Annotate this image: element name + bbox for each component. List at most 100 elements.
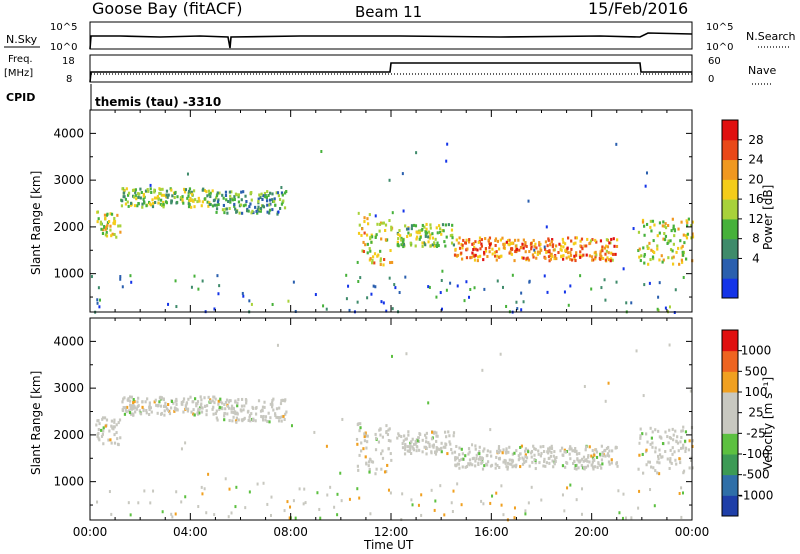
data-cell [100,227,103,231]
data-cell [521,242,524,246]
data-cell [144,189,148,193]
data-cell [530,451,533,455]
data-cell [374,472,377,476]
data-cell [370,240,373,244]
data-cell [589,239,593,243]
data-cell [427,230,431,234]
data-cell [519,452,522,456]
data-cell [622,492,625,496]
data-cell [607,460,611,464]
data-cell [138,409,141,413]
data-cell [283,509,286,513]
colorbar-segment [722,454,738,476]
data-cell [424,234,427,238]
data-cell [170,512,173,516]
data-cell [363,439,366,443]
data-cell [158,400,161,404]
data-cell [375,233,378,237]
data-cell [234,207,237,211]
data-cell [557,251,560,255]
data-cell [153,190,156,194]
data-cell [356,423,359,427]
data-cell [477,255,480,259]
data-cell [539,445,542,449]
data-cell [232,415,235,419]
data-cell [239,203,243,207]
data-cell [404,444,407,448]
data-cell [227,515,230,519]
data-cell [421,227,424,231]
data-cell [650,248,653,252]
data-cell [442,229,445,233]
data-cell [380,237,383,241]
data-cell [273,197,276,201]
data-cell [319,516,322,520]
data-cell [658,258,661,262]
data-cell [271,403,274,407]
data-cell [471,443,474,447]
data-cell [580,254,584,258]
y-tick-label: 3000 [53,173,84,187]
data-cell [284,191,287,195]
data-cell [237,193,240,197]
velocity-ylabel: Slant Range [km] [29,371,43,475]
data-cell [224,400,228,404]
data-cell [252,418,255,422]
data-cell [446,142,449,146]
data-cell [158,191,161,195]
data-cell [548,259,551,263]
data-cell [271,302,274,306]
data-cell [440,450,443,454]
data-cell [265,199,269,203]
data-cell [657,295,660,299]
data-cell [511,273,514,277]
data-cell [462,238,465,242]
data-cell [197,409,200,413]
data-cell [97,419,100,423]
data-cell [425,446,428,450]
data-cell [381,435,384,439]
data-cell [235,485,238,489]
data-cell [170,199,173,203]
data-cell [254,406,258,410]
data-cell [356,487,359,491]
data-cell [358,496,361,500]
data-cell [105,418,109,422]
data-cell [630,516,633,520]
data-cell [134,406,137,410]
data-cell [673,450,676,454]
data-cell [546,250,549,254]
data-cell [238,211,241,215]
data-cell [230,511,233,515]
data-cell [519,465,522,469]
data-cell [402,209,405,213]
data-cell [525,456,529,460]
data-cell [471,242,474,246]
data-cell [181,199,184,203]
data-cell [233,198,236,202]
data-cell [240,397,244,401]
data-cell [184,188,188,192]
data-cell [391,211,394,215]
data-cell [515,300,518,304]
data-cell [424,232,427,236]
data-cell [187,191,190,195]
data-cell [175,490,178,494]
data-cell [164,401,167,405]
data-cell [442,445,445,449]
data-cell [551,238,554,242]
data-cell [439,227,442,231]
power-cbar-label: Power [dB] [761,185,775,250]
data-cell [366,242,369,246]
data-cell [549,243,552,247]
data-cell [254,419,257,423]
data-cell [285,189,288,193]
data-cell [272,397,275,401]
data-cell [680,258,683,262]
data-cell [672,255,675,259]
data-cell [425,440,428,444]
data-cell [149,202,152,206]
data-cell [105,234,109,238]
data-cell [595,450,599,454]
data-cell [474,447,477,451]
